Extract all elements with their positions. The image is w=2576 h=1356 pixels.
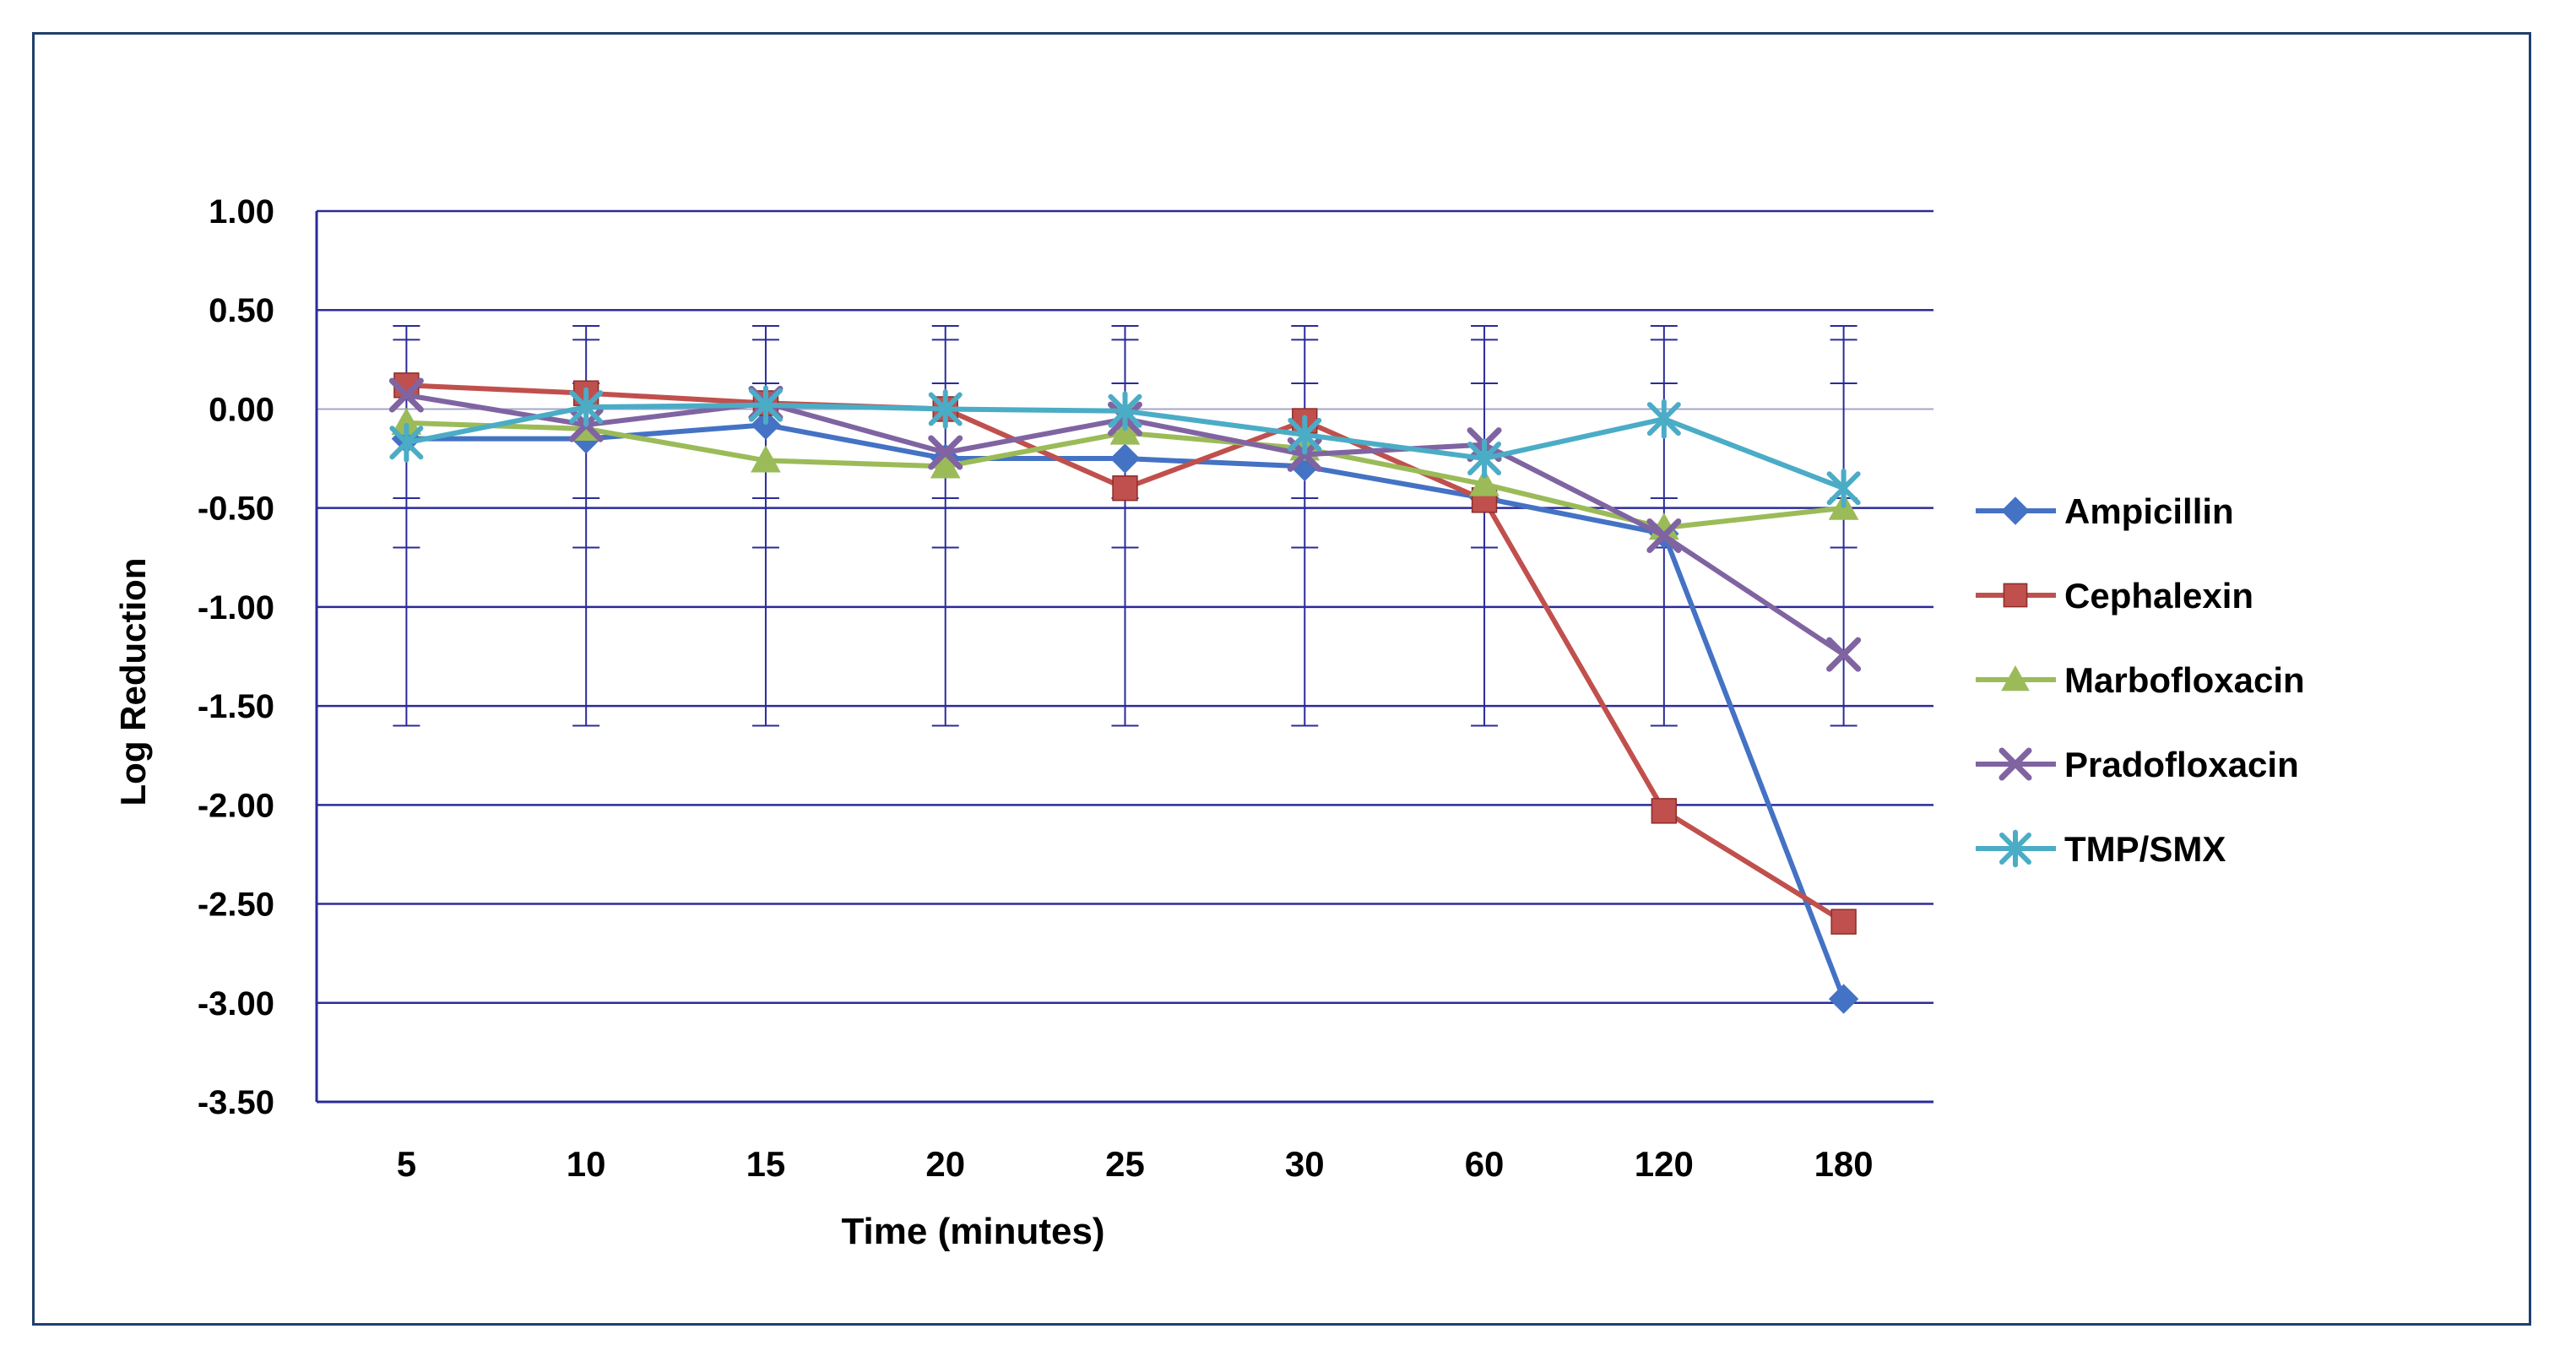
marker-stroke bbox=[928, 435, 963, 470]
legend-label: Marbofloxacin bbox=[2064, 660, 2305, 700]
x-tick-label: 15 bbox=[746, 1144, 786, 1184]
marker-stroke bbox=[1826, 637, 1862, 672]
x-tick-label: 60 bbox=[1465, 1144, 1505, 1184]
x-tick-label: 10 bbox=[567, 1144, 606, 1184]
point-pradofloxacin-5 bbox=[388, 377, 424, 413]
y-tick-label: -2.00 bbox=[198, 787, 274, 824]
point-tmp-smx-60 bbox=[1467, 438, 1502, 479]
legend-marker bbox=[2001, 496, 2030, 525]
y-tick-label: -0.50 bbox=[198, 491, 274, 528]
x-tick-label: 25 bbox=[1105, 1144, 1145, 1184]
x-tick-label: 30 bbox=[1285, 1144, 1325, 1184]
legend-marker bbox=[1999, 829, 2031, 868]
x-tick-label: 20 bbox=[925, 1144, 965, 1184]
point-ampicillin-25 bbox=[1109, 443, 1141, 474]
point-ampicillin-15 bbox=[751, 410, 781, 440]
y-tick-label: -1.50 bbox=[198, 688, 274, 725]
point-marbofloxacin-60 bbox=[1469, 469, 1500, 496]
y-tick-label: 0.50 bbox=[209, 292, 274, 329]
point-ampicillin-180 bbox=[1828, 984, 1859, 1014]
point-tmp-smx-120 bbox=[1646, 399, 1681, 439]
series-tmp-smx bbox=[389, 385, 1861, 508]
y-tick-labels: 1.00 0.50 0.00 -0.50 -1.00 -1.50 -2.00 -2.50 -3.… bbox=[198, 193, 274, 1121]
point-tmp-smx-180 bbox=[1826, 468, 1861, 508]
legend-label: Pradofloxacin bbox=[2064, 745, 2299, 784]
point-pradofloxacin-180 bbox=[1826, 637, 1862, 672]
point-tmp-smx-15 bbox=[748, 385, 783, 426]
point-tmp-smx-25 bbox=[1108, 391, 1142, 431]
marker-stroke bbox=[1998, 747, 2032, 781]
x-tick-labels: 5 10 15 20 25 30 60 120 180 bbox=[397, 1144, 1874, 1184]
point-pradofloxacin-120 bbox=[1646, 518, 1682, 553]
error-bar-25 bbox=[1111, 324, 1139, 727]
point-marbofloxacin-20 bbox=[930, 451, 961, 479]
legend-item-marbofloxacin: Marbofloxacin bbox=[1976, 660, 2305, 700]
point-marbofloxacin-15 bbox=[751, 445, 781, 473]
point-tmp-smx-30 bbox=[1288, 415, 1322, 455]
point-tmp-smx-20 bbox=[928, 389, 963, 429]
legend-label: Ampicillin bbox=[2064, 491, 2234, 531]
point-cephalexin-120 bbox=[1651, 798, 1678, 824]
y-tick-label: -3.50 bbox=[198, 1084, 274, 1121]
legend-item-ampicillin: Ampicillin bbox=[1976, 491, 2234, 531]
chart-frame bbox=[32, 32, 2531, 1326]
legend-item-tmp-smx: TMP/SMX bbox=[1976, 829, 2226, 869]
legend-item-pradofloxacin: Pradofloxacin bbox=[1976, 745, 2299, 784]
error-bar-30 bbox=[1291, 324, 1319, 727]
y-tick-label: -3.00 bbox=[198, 985, 274, 1022]
point-tmp-smx-5 bbox=[389, 422, 424, 463]
y-tick-label: -2.50 bbox=[198, 887, 274, 924]
error-bar-20 bbox=[931, 324, 959, 727]
legend-label: TMP/SMX bbox=[2064, 829, 2226, 869]
x-axis-title: Time (minutes) bbox=[841, 1211, 1104, 1252]
point-cephalexin-180 bbox=[1830, 909, 1857, 935]
y-axis-title: Log Reduction bbox=[113, 558, 153, 806]
error-bar-60 bbox=[1471, 324, 1499, 727]
x-tick-label: 180 bbox=[1814, 1144, 1874, 1184]
legend-marker bbox=[1998, 747, 2032, 781]
legend-marker bbox=[2001, 664, 2030, 692]
legend-label: Cephalexin bbox=[2064, 576, 2253, 616]
legend: Ampicillin Cephalexin Marbofloxacin Pradofl… bbox=[1976, 491, 2305, 869]
legend-marker bbox=[2003, 583, 2028, 608]
marker-stroke bbox=[1646, 518, 1682, 553]
point-marbofloxacin-25 bbox=[1109, 417, 1141, 445]
error-bars bbox=[393, 324, 1857, 727]
y-tick-label: -1.00 bbox=[198, 589, 274, 626]
legend-item-cephalexin: Cephalexin bbox=[1976, 576, 2253, 616]
marker-stroke bbox=[388, 377, 424, 413]
point-pradofloxacin-20 bbox=[928, 435, 963, 470]
y-tick-label: 0.00 bbox=[209, 391, 274, 428]
point-tmp-smx-10 bbox=[569, 387, 604, 427]
x-tick-label: 120 bbox=[1635, 1144, 1694, 1184]
x-tick-label: 5 bbox=[397, 1144, 416, 1184]
point-cephalexin-25 bbox=[1112, 475, 1138, 502]
y-tick-label: 1.00 bbox=[209, 193, 274, 231]
